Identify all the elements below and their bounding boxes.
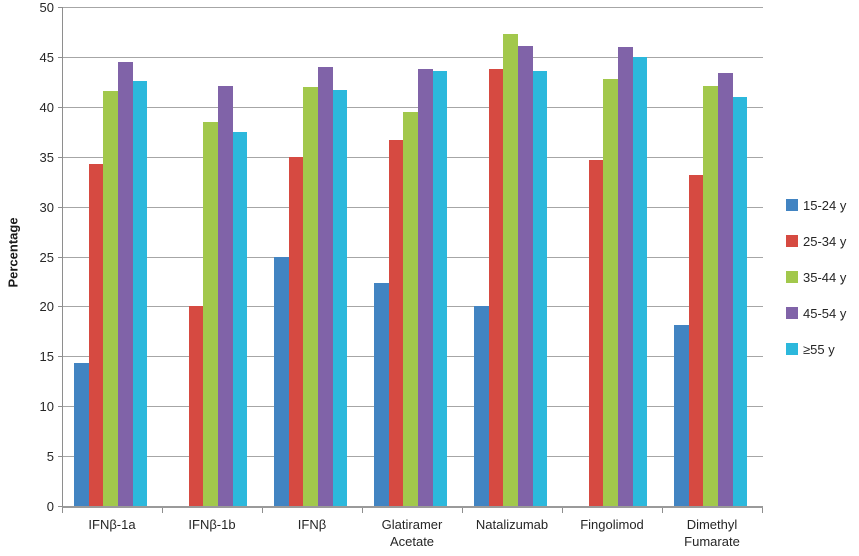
bar bbox=[732, 96, 748, 506]
bar bbox=[518, 45, 533, 506]
plot-area bbox=[62, 7, 763, 508]
bar bbox=[88, 163, 104, 506]
bar bbox=[218, 85, 233, 506]
bar bbox=[374, 283, 389, 506]
legend-label: ≥55 y bbox=[803, 341, 835, 357]
y-tick-mark bbox=[58, 456, 63, 458]
bar bbox=[74, 363, 89, 506]
bar bbox=[588, 159, 604, 506]
y-tick-mark bbox=[58, 7, 63, 8]
bar bbox=[388, 139, 404, 506]
y-tick-mark bbox=[58, 206, 63, 208]
y-tick-label: 20 bbox=[39, 299, 54, 315]
y-tick-mark bbox=[58, 506, 63, 507]
y-tick-label: 5 bbox=[46, 449, 54, 465]
legend-label: 35-44 y bbox=[803, 269, 847, 285]
bar bbox=[118, 61, 133, 506]
bar bbox=[403, 111, 419, 506]
legend-item: ≥55 y bbox=[786, 341, 846, 357]
legend-item: 25-34 y bbox=[786, 233, 847, 249]
legend-item: 35-44 y bbox=[786, 269, 847, 285]
x-tick-mark bbox=[262, 508, 263, 513]
y-tick-mark bbox=[58, 306, 63, 308]
bar bbox=[103, 90, 119, 506]
bar bbox=[318, 66, 333, 506]
gridline bbox=[63, 56, 763, 58]
bar bbox=[718, 72, 733, 506]
y-tick-label: 15 bbox=[39, 349, 54, 365]
x-category-label: Glatiramer Acetate bbox=[381, 517, 443, 549]
x-category-label: Fingolimod bbox=[580, 517, 644, 532]
bar bbox=[674, 325, 689, 506]
y-tick-mark bbox=[58, 106, 63, 108]
legend: 15-24 y 25-34 y 35-44 y 45-54 y ≥55 y bbox=[786, 198, 846, 378]
legend-item: 45-54 y bbox=[786, 305, 847, 321]
bar bbox=[303, 86, 319, 506]
bar bbox=[418, 68, 433, 506]
bar bbox=[288, 156, 304, 506]
bar bbox=[532, 70, 548, 506]
bar bbox=[188, 306, 204, 506]
bar bbox=[203, 121, 219, 506]
legend-label: 45-54 y bbox=[803, 305, 847, 321]
legend-swatch bbox=[786, 271, 798, 283]
y-tick-mark bbox=[58, 356, 63, 358]
legend-swatch bbox=[786, 199, 798, 211]
x-tick-mark bbox=[662, 508, 663, 513]
y-tick-mark bbox=[58, 156, 63, 158]
bar bbox=[603, 78, 619, 506]
bar bbox=[432, 70, 448, 506]
y-tick-label: 0 bbox=[46, 499, 54, 514]
legend-label: 15-24 y bbox=[803, 197, 847, 213]
y-tick-label: 10 bbox=[39, 399, 54, 415]
y-tick-mark bbox=[58, 56, 63, 58]
bar bbox=[274, 256, 289, 506]
y-tick-label: 45 bbox=[39, 49, 54, 65]
bar bbox=[632, 56, 648, 506]
y-tick-mark bbox=[58, 256, 63, 258]
bar bbox=[618, 46, 633, 506]
x-category-label: Natalizumab bbox=[475, 517, 549, 532]
x-tick-mark bbox=[362, 508, 363, 513]
x-category-label: IFNβ-1a bbox=[88, 517, 136, 532]
bar bbox=[488, 68, 504, 506]
gridline bbox=[63, 106, 763, 108]
y-tick-label: 50 bbox=[39, 0, 54, 15]
legend-item: 15-24 y bbox=[786, 197, 847, 213]
bar bbox=[688, 174, 704, 506]
y-tick-label: 30 bbox=[39, 199, 54, 215]
legend-swatch bbox=[786, 235, 798, 247]
bar bbox=[503, 33, 519, 506]
legend-swatch bbox=[786, 343, 798, 355]
y-tick-mark bbox=[58, 406, 63, 408]
x-tick-mark bbox=[562, 508, 563, 513]
x-category-label: IFNβ-1b bbox=[188, 517, 236, 532]
bar bbox=[232, 131, 248, 506]
x-category-label: Dimethyl Fumarate bbox=[684, 517, 740, 549]
x-tick-mark bbox=[162, 508, 163, 513]
y-tick-label: 35 bbox=[39, 149, 54, 165]
bar bbox=[703, 85, 719, 506]
legend-swatch bbox=[786, 307, 798, 319]
bar bbox=[132, 80, 148, 506]
bar bbox=[332, 89, 348, 506]
y-tick-label: 25 bbox=[39, 249, 54, 265]
gridline bbox=[63, 7, 763, 8]
legend-label: 25-34 y bbox=[803, 233, 847, 249]
x-tick-mark bbox=[462, 508, 463, 513]
bar bbox=[474, 306, 489, 506]
x-category-label: IFNβ bbox=[297, 517, 327, 532]
x-tick-mark bbox=[62, 508, 63, 513]
x-tick-mark bbox=[762, 508, 763, 513]
y-tick-label: 40 bbox=[39, 99, 54, 115]
